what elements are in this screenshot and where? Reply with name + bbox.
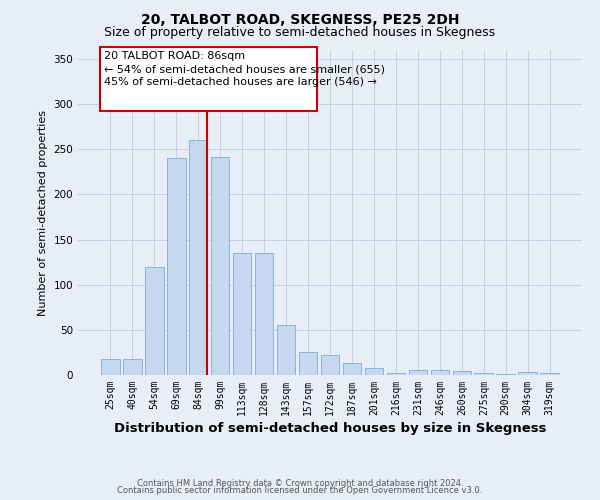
Bar — [320, 355, 340, 375]
Bar — [386, 373, 405, 375]
Bar — [452, 372, 471, 375]
Bar — [365, 368, 383, 375]
Bar — [211, 156, 229, 375]
Bar — [145, 266, 164, 375]
Bar — [123, 359, 142, 375]
Text: 20 TALBOT ROAD: 86sqm
← 54% of semi-detached houses are smaller (655)
45% of sem: 20 TALBOT ROAD: 86sqm ← 54% of semi-deta… — [104, 51, 385, 88]
X-axis label: Distribution of semi-detached houses by size in Skegness: Distribution of semi-detached houses by … — [114, 422, 546, 435]
Bar — [518, 372, 537, 375]
Bar — [167, 158, 185, 375]
Bar — [409, 370, 427, 375]
Bar — [277, 326, 295, 375]
Bar — [475, 373, 493, 375]
Text: Size of property relative to semi-detached houses in Skegness: Size of property relative to semi-detach… — [104, 26, 496, 39]
Bar — [496, 374, 515, 375]
Bar — [343, 364, 361, 375]
Y-axis label: Number of semi-detached properties: Number of semi-detached properties — [38, 110, 48, 316]
Bar — [100, 48, 317, 112]
Bar — [189, 140, 208, 375]
Bar — [541, 373, 559, 375]
Bar — [255, 253, 274, 375]
Text: Contains public sector information licensed under the Open Government Licence v3: Contains public sector information licen… — [118, 486, 482, 495]
Text: Contains HM Land Registry data © Crown copyright and database right 2024.: Contains HM Land Registry data © Crown c… — [137, 478, 463, 488]
Bar — [101, 359, 119, 375]
Text: 20, TALBOT ROAD, SKEGNESS, PE25 2DH: 20, TALBOT ROAD, SKEGNESS, PE25 2DH — [141, 12, 459, 26]
Bar — [431, 370, 449, 375]
Bar — [233, 253, 251, 375]
Bar — [299, 352, 317, 375]
